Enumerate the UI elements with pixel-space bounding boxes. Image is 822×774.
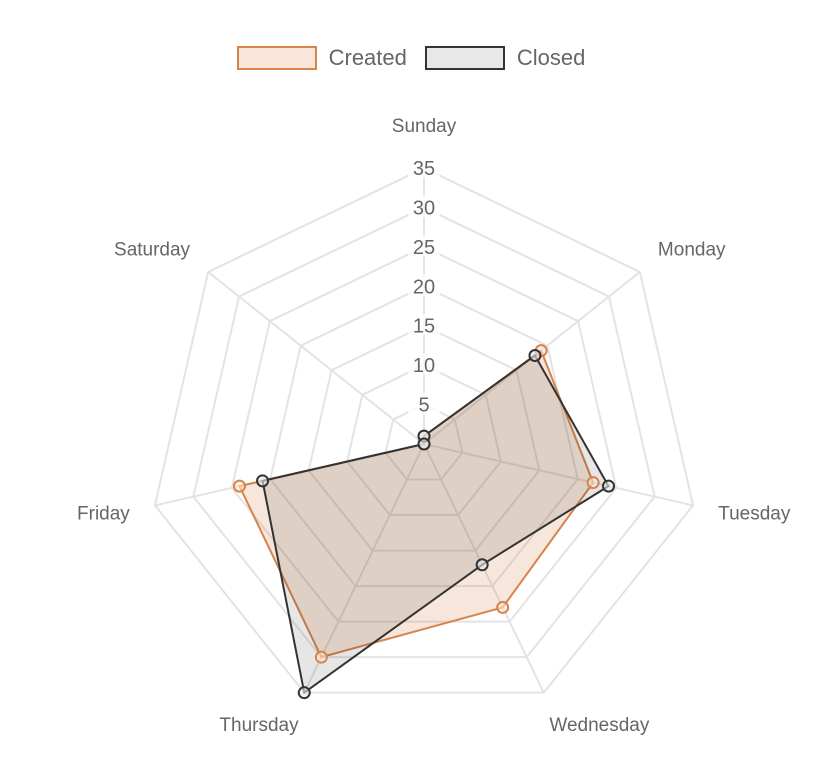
data-point-closed-wednesday [475,558,489,572]
legend-label-closed: Closed [516,45,586,70]
tick-label-35: 35 [413,158,435,180]
data-point-closed-monday [528,349,542,363]
legend-swatch-created [236,46,317,70]
grid-ring-5 [384,403,464,481]
grid-ring-25 [230,245,618,623]
legend-label-created: Created [328,45,407,70]
legend-swatch-closed [424,46,505,70]
data-point-closed-thursday [297,686,311,700]
tick-label-25: 25 [413,237,435,259]
angle-line-6 [207,271,425,445]
grid-ring-30 [192,206,656,659]
tick-backdrop-5 [408,392,440,415]
tick-backdrop-25 [408,234,440,257]
tick-backdrop-20 [408,274,440,297]
axis-label-saturday: Saturday [114,239,191,260]
data-point-created-tuesday [586,476,600,490]
grid-ring-10 [346,364,502,517]
tick-backdrop-35 [408,156,440,178]
angle-line-4 [303,443,425,694]
grid-ring-15 [307,324,541,552]
angle-line-2 [423,443,694,507]
axis-label-thursday: Thursday [219,715,299,736]
data-point-created-friday [232,479,246,493]
axis-label-sunday: Sunday [392,116,457,137]
data-point-closed-tuesday [602,479,616,493]
data-point-created-wednesday [496,600,510,614]
series-area-closed [261,354,610,695]
data-point-closed-friday [256,474,270,488]
legend-item-created[interactable]: Created [236,45,407,71]
grid-ring-35 [153,166,695,694]
tick-label-5: 5 [418,395,429,417]
axis-label-wednesday: Wednesday [549,715,649,736]
chart-legend: Created Closed [0,40,822,76]
axis-label-friday: Friday [77,503,130,524]
data-point-created-thursday [314,650,328,664]
grid-ring-20 [269,285,579,588]
data-point-closed-saturday [417,437,431,451]
axis-label-tuesday: Tuesday [718,503,791,524]
tick-label-10: 10 [413,355,435,377]
tick-label-30: 30 [413,197,435,219]
tick-backdrop-10 [408,353,440,376]
axis-label-monday: Monday [658,239,726,260]
tick-backdrop-15 [408,313,440,336]
legend-item-closed[interactable]: Closed [424,45,586,71]
tick-backdrop-30 [408,195,440,218]
tick-label-20: 20 [413,276,435,298]
tick-label-15: 15 [413,316,435,338]
